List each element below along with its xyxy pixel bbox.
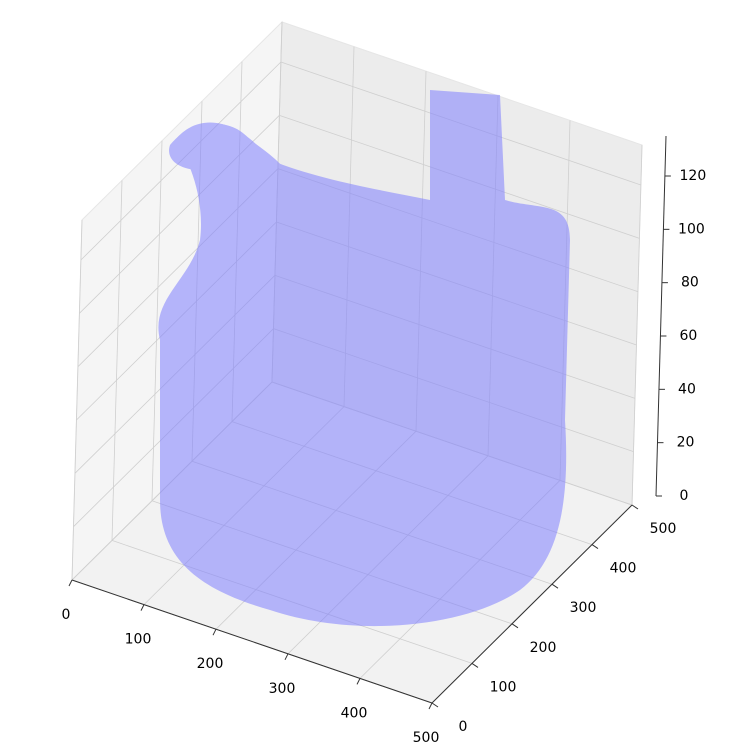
volume-shoulder xyxy=(169,123,293,195)
z-tick-label: 60 xyxy=(680,328,698,344)
x-tick-label: 100 xyxy=(125,632,152,648)
y-tick-label: 400 xyxy=(610,561,637,577)
volume-render xyxy=(158,90,570,627)
tick-mark xyxy=(551,583,559,589)
grid-line xyxy=(71,219,83,581)
z-tick-label: 20 xyxy=(677,435,695,451)
x-tick-label: 0 xyxy=(62,607,71,623)
y-tick-label: 200 xyxy=(530,640,557,656)
z-tick-label: 40 xyxy=(678,381,696,397)
z-tick-label: 120 xyxy=(680,168,707,184)
tick-mark xyxy=(631,504,639,510)
grid-line xyxy=(151,140,163,501)
x-tick-label: 300 xyxy=(269,681,296,697)
z-tick-label: 100 xyxy=(678,221,705,237)
volume-spine xyxy=(345,196,411,496)
tick-mark xyxy=(356,678,361,685)
tick-mark xyxy=(140,604,145,611)
x-tick-label: 400 xyxy=(341,705,368,721)
y-tick-label: 0 xyxy=(459,719,468,735)
x-tick-label: 200 xyxy=(197,656,224,672)
tick-mark xyxy=(431,702,439,708)
x-axis-line xyxy=(71,579,433,704)
volume-band xyxy=(190,273,560,350)
grid-line xyxy=(631,144,643,506)
z-tick-label: 80 xyxy=(681,275,699,291)
volume-band xyxy=(185,451,555,520)
axes: 0 100 200 300 400 500 0 100 200 300 400 500 0 20 40 60 8… xyxy=(62,135,707,746)
tick-mark xyxy=(212,628,217,636)
x-tick-label: 500 xyxy=(413,730,440,746)
tick-mark xyxy=(428,702,433,710)
tick-mark xyxy=(68,579,73,587)
y-tick-label: 100 xyxy=(490,679,517,695)
volume-shoulder xyxy=(505,209,566,290)
tick-mark xyxy=(284,653,289,661)
y-axis-line xyxy=(431,504,633,704)
y-tick-label: 500 xyxy=(650,521,677,537)
y-tick-label: 300 xyxy=(570,600,597,616)
z-axis-line xyxy=(655,135,667,497)
grid-line xyxy=(111,180,123,541)
tick-mark xyxy=(511,623,519,629)
tick-mark xyxy=(591,544,599,550)
tick-mark xyxy=(471,662,479,668)
z-tick-label: 0 xyxy=(680,488,689,504)
